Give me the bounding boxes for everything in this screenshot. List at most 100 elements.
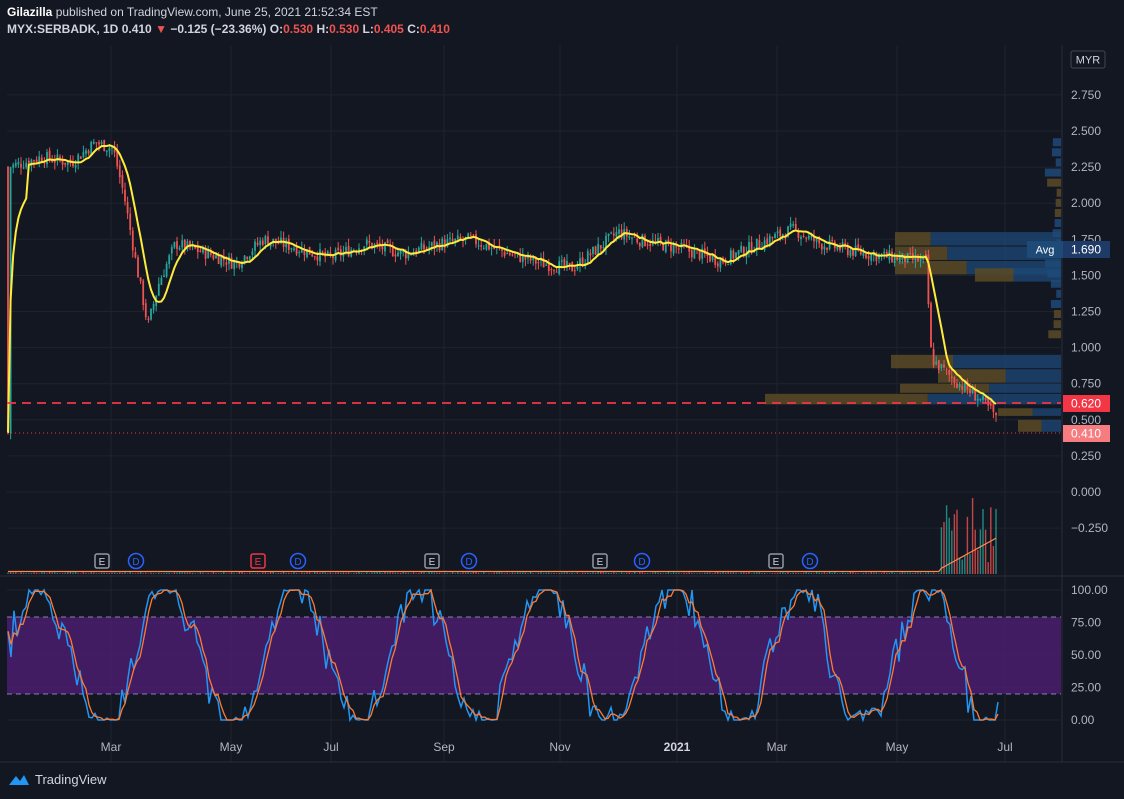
- candle-body: [287, 238, 290, 250]
- candle-body: [966, 381, 969, 390]
- candle-body: [758, 240, 761, 248]
- candle-body: [797, 230, 800, 239]
- price-axis[interactable]: 2.7502.5002.2502.0001.7501.5001.2501.000…: [1071, 88, 1108, 535]
- candle-body: [189, 241, 191, 248]
- candle-body: [568, 262, 571, 264]
- candle-body: [267, 236, 269, 246]
- candle-body: [64, 162, 67, 165]
- candle-body: [501, 249, 503, 251]
- candle-body: [181, 240, 184, 248]
- candle-body: [636, 238, 639, 243]
- candle-body: [30, 159, 33, 166]
- earnings-icon[interactable]: E: [250, 553, 266, 569]
- time-tick: Mar: [767, 740, 788, 754]
- candle-body: [989, 403, 992, 406]
- svg-text:D: D: [638, 557, 645, 568]
- author-name[interactable]: Gilazilla: [7, 5, 53, 19]
- candle-body: [134, 251, 137, 258]
- candle-body: [212, 255, 215, 259]
- candle-body: [586, 251, 589, 264]
- dividend-icon[interactable]: D: [289, 552, 307, 570]
- candle-body: [618, 229, 620, 234]
- time-tick: Jul: [323, 740, 338, 754]
- candle-body: [545, 264, 548, 266]
- price-tick: 0.750: [1071, 377, 1101, 391]
- earnings-icon[interactable]: E: [94, 553, 110, 569]
- candle-body: [202, 247, 204, 253]
- candle-body: [472, 234, 475, 236]
- candle-body: [852, 248, 854, 256]
- candle-body: [27, 160, 30, 166]
- currency-badge[interactable]: MYR: [1070, 50, 1106, 69]
- candle-body: [805, 237, 808, 239]
- candle-body: [867, 256, 870, 259]
- dividend-icon[interactable]: D: [460, 552, 478, 570]
- candle-body: [779, 229, 782, 237]
- candle-body: [384, 242, 386, 252]
- svg-text:E: E: [773, 557, 780, 568]
- candle-body: [909, 253, 912, 255]
- tradingview-footer[interactable]: TradingView: [8, 772, 107, 787]
- dividend-icon[interactable]: D: [801, 552, 819, 570]
- candle-body: [264, 236, 267, 245]
- candle-body: [579, 258, 581, 266]
- candle-body: [363, 246, 366, 251]
- candle-body: [633, 236, 636, 238]
- price-label-0410: 0.410: [1063, 425, 1110, 442]
- symbol-label[interactable]: MYX:SERBADK, 1D: [7, 22, 119, 36]
- candle-body: [737, 250, 740, 255]
- dividend-icon[interactable]: D: [633, 552, 651, 570]
- candle-body: [815, 237, 818, 242]
- candle-body: [35, 159, 38, 162]
- candle-body: [826, 248, 828, 250]
- candle-body: [225, 262, 228, 265]
- earnings-icon[interactable]: E: [424, 553, 440, 569]
- candle-body: [906, 253, 909, 263]
- candle-body: [508, 252, 511, 256]
- svg-text:E: E: [597, 557, 604, 568]
- candle-body: [581, 257, 584, 266]
- price-tick: 0.250: [1071, 449, 1101, 463]
- price-tick: −0.250: [1071, 521, 1108, 535]
- candle-body: [485, 243, 488, 250]
- price-label-0620-text: 0.620: [1071, 397, 1101, 411]
- candle-body: [168, 255, 171, 265]
- candle-body: [753, 251, 756, 253]
- candle-body: [376, 242, 379, 244]
- candle-body: [982, 395, 984, 400]
- candle-body: [589, 253, 592, 256]
- candle-body: [77, 154, 80, 164]
- candle-body: [92, 141, 95, 144]
- candle-body: [46, 152, 48, 165]
- candle-body: [995, 412, 997, 416]
- candle-body: [506, 253, 509, 255]
- publish-info: published on TradingView.com, June 25, 2…: [55, 5, 378, 19]
- candle-body: [716, 263, 719, 267]
- candle-body: [560, 260, 563, 262]
- candle-body: [891, 251, 893, 262]
- candle-body: [386, 240, 389, 244]
- candle-body: [641, 234, 644, 248]
- candle-body: [662, 243, 665, 251]
- stoch-axis[interactable]: 100.00 75.00 50.00 25.00 0.00: [1071, 583, 1108, 727]
- publish-line: Gilazilla published on TradingView.com, …: [7, 5, 378, 19]
- candle-body: [87, 150, 90, 154]
- candle-body: [940, 364, 943, 369]
- candle-body: [917, 256, 919, 262]
- earnings-icon[interactable]: E: [592, 553, 608, 569]
- dividend-icon[interactable]: D: [127, 552, 145, 570]
- candle-body: [537, 262, 540, 264]
- candle-body: [935, 361, 938, 365]
- candle-body: [519, 253, 522, 262]
- stoch-tick: 75.00: [1071, 616, 1101, 630]
- candle-body: [714, 255, 717, 265]
- candle-body: [17, 161, 20, 165]
- time-axis[interactable]: Mar May Jul Sep Nov 2021 Mar May Jul: [101, 740, 1013, 754]
- candle-body: [698, 250, 701, 260]
- time-tick: May: [886, 740, 909, 754]
- candle-body: [979, 398, 982, 400]
- earnings-icon[interactable]: E: [768, 553, 784, 569]
- candle-body: [368, 241, 371, 243]
